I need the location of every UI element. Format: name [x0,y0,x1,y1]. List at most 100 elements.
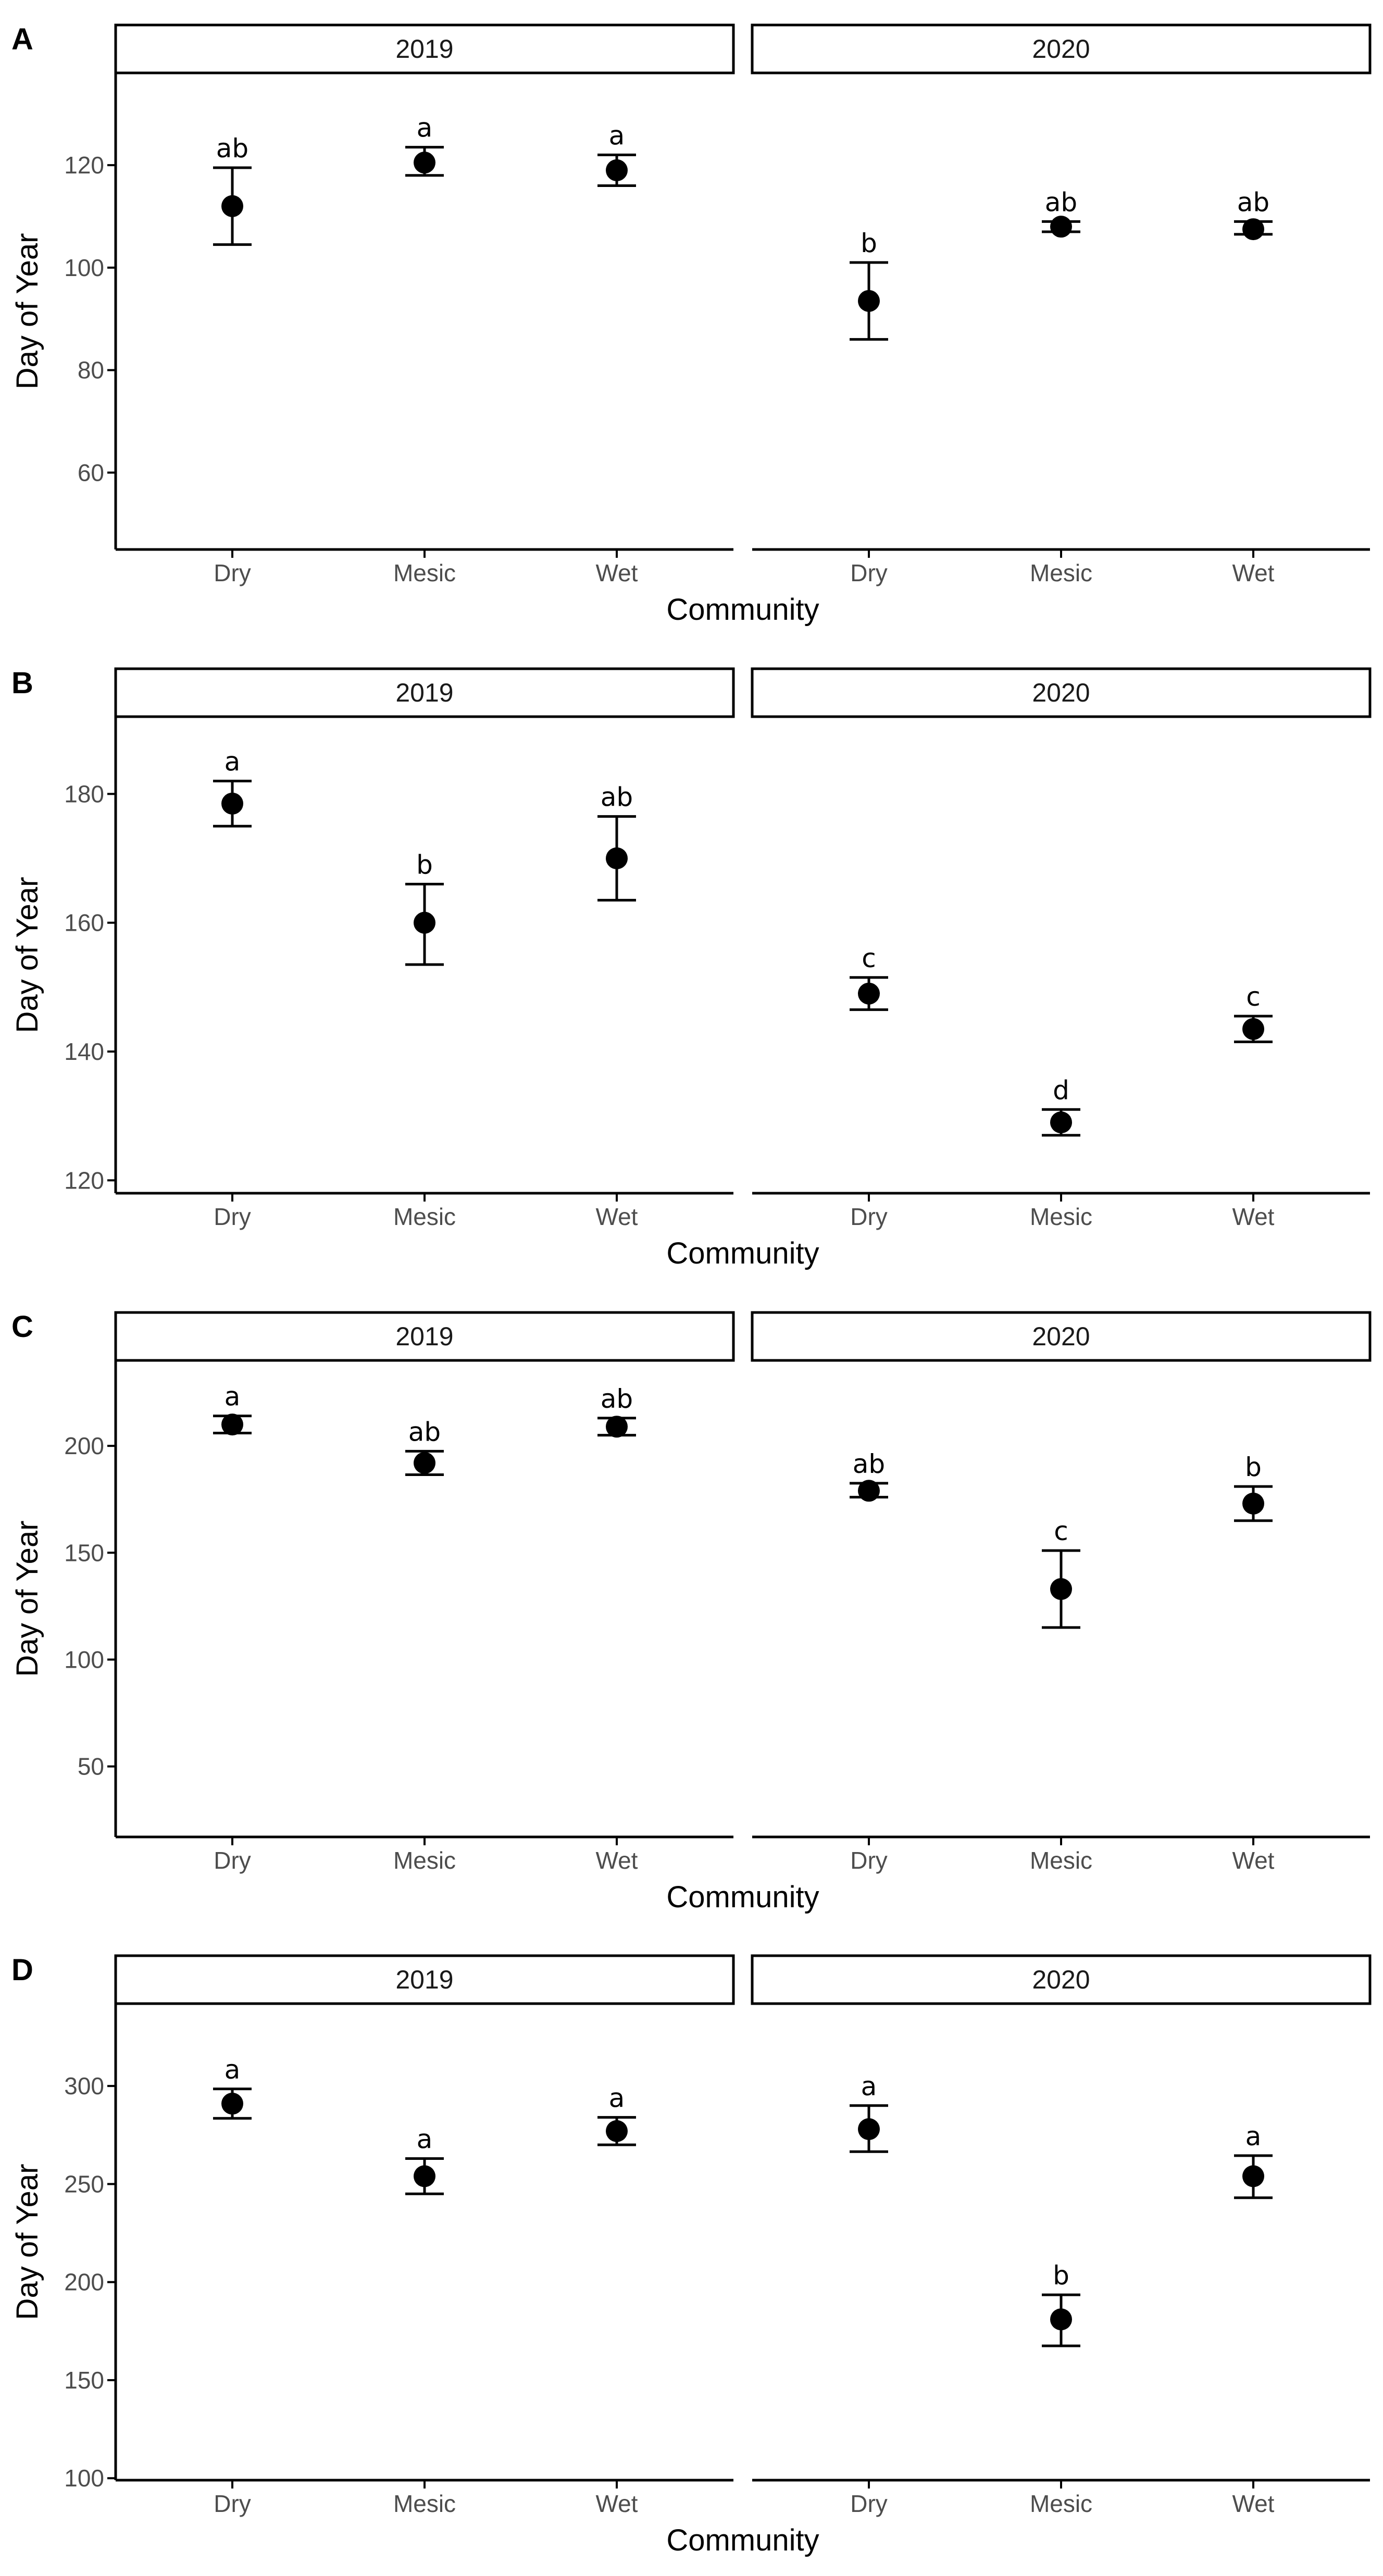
facet-strip [751,23,1372,74]
x-tick-label: Mesic [393,2490,456,2517]
facet-strip-label: 2019 [395,1322,453,1351]
significance-letter: ab [601,782,633,812]
y-tick-label: 300 [64,2072,104,2099]
data-point [606,2120,628,2142]
data-point [414,1452,435,1474]
x-tick-label: Mesic [1030,1847,1092,1874]
facet-strip [114,23,735,74]
y-axis-title: Day of Year [10,2164,44,2320]
data-point [606,1416,628,1438]
x-tick-label: Mesic [1030,2490,1092,2517]
y-tick-label: 100 [64,2465,104,2492]
data-point [858,982,880,1005]
data-point [1050,1111,1072,1133]
panel-letter: B [11,666,33,700]
data-point [1050,2308,1072,2331]
x-tick-label: Mesic [393,559,456,586]
data-point [858,290,880,312]
y-axis-title: Day of Year [10,877,44,1033]
significance-letter: a [861,2071,877,2102]
panel-d: D Day of Year Community 2019 100 150 200 250 300… [10,1953,1372,2557]
data-point [1242,1492,1264,1515]
facet-2020: 2020 Dry Mesic Wet b ab ab [751,23,1372,586]
y-tick-label: 200 [64,1432,104,1459]
facet-strip [751,1311,1372,1362]
significance-letter: ab [601,1384,633,1414]
significance-letter: b [416,849,433,880]
facet-strip-label: 2019 [395,34,453,64]
x-tick-label: Wet [1232,559,1275,586]
facet-2020: 2020 Dry Mesic Wet c d c [751,667,1372,1230]
facet-strip-label: 2019 [395,678,453,707]
y-tick-label: 250 [64,2170,104,2197]
y-tick-label: 120 [64,152,104,179]
y-axis-title: Day of Year [10,233,44,390]
y-tick-label: 80 [78,357,104,384]
x-tick-label: Mesic [1030,559,1092,586]
data-point [221,792,243,815]
y-tick-label: 180 [64,780,104,807]
y-tick-label: 160 [64,909,104,936]
data-point [414,152,435,174]
x-tick-label: Mesic [393,1847,456,1874]
facet-2019: 2019 50 100 150 200 Dry Mesic Wet a ab ab [64,1311,735,1874]
x-axis-title: Community [666,1880,819,1914]
facet-strip [114,1311,735,1362]
facet-strip-label: 2020 [1032,1965,1090,1994]
significance-letter: a [609,120,625,151]
x-tick-label: Dry [850,1847,888,1874]
data-point [1242,1018,1264,1040]
x-tick-label: Mesic [1030,1203,1092,1230]
x-axis-title: Community [666,593,819,627]
y-tick-label: 140 [64,1038,104,1065]
significance-letter: b [1245,1452,1262,1482]
facet-strip-label: 2020 [1032,1322,1090,1351]
significance-letter: a [225,1382,241,1412]
significance-letter: a [225,2055,241,2085]
significance-letter: c [862,943,876,973]
x-tick-label: Wet [1232,1847,1275,1874]
x-tick-label: Mesic [393,1203,456,1230]
y-tick-label: 100 [64,1646,104,1673]
significance-letter: ab [216,133,248,164]
facet-strip [114,667,735,718]
y-tick-label: 120 [64,1167,104,1194]
y-tick-label: 200 [64,2269,104,2296]
significance-letter: ab [1237,187,1269,217]
facet-strip [114,1954,735,2005]
panel-c: C Day of Year Community 2019 50 100 150 200 Dry M… [10,1310,1372,1914]
data-point [221,195,243,217]
x-tick-label: Dry [214,1203,251,1230]
x-axis-title: Community [666,2523,819,2557]
data-point [1050,216,1072,238]
facet-strip-label: 2019 [395,1965,453,1994]
facet-strip [751,1954,1372,2005]
y-tick-label: 150 [64,1539,104,1566]
data-point [858,1480,880,1502]
x-tick-label: Wet [596,1847,638,1874]
x-axis-title: Community [666,1236,819,1270]
panel-letter: A [11,22,33,56]
data-point [1050,1578,1072,1600]
panel-b: B Day of Year Community 2019 120 140 160 180 Dry… [10,666,1372,1270]
data-point [1242,218,1264,241]
y-tick-label: 100 [64,254,104,281]
data-point [858,2118,880,2140]
x-tick-label: Dry [214,1847,251,1874]
facet-strip [751,667,1372,718]
data-point [221,1414,243,1436]
data-point [1242,2165,1264,2187]
x-tick-label: Dry [214,2490,251,2517]
facet-strip-label: 2020 [1032,678,1090,707]
x-tick-label: Wet [596,1203,638,1230]
facet-2020: 2020 Dry Mesic Wet a b a [751,1954,1372,2517]
y-tick-label: 60 [78,459,104,486]
x-tick-label: Dry [850,559,888,586]
significance-letter: c [1054,1516,1068,1546]
x-tick-label: Dry [850,2490,888,2517]
significance-letter: b [1053,2260,1069,2291]
x-tick-label: Wet [596,2490,638,2517]
significance-letter: c [1246,982,1261,1012]
x-tick-label: Dry [214,559,251,586]
